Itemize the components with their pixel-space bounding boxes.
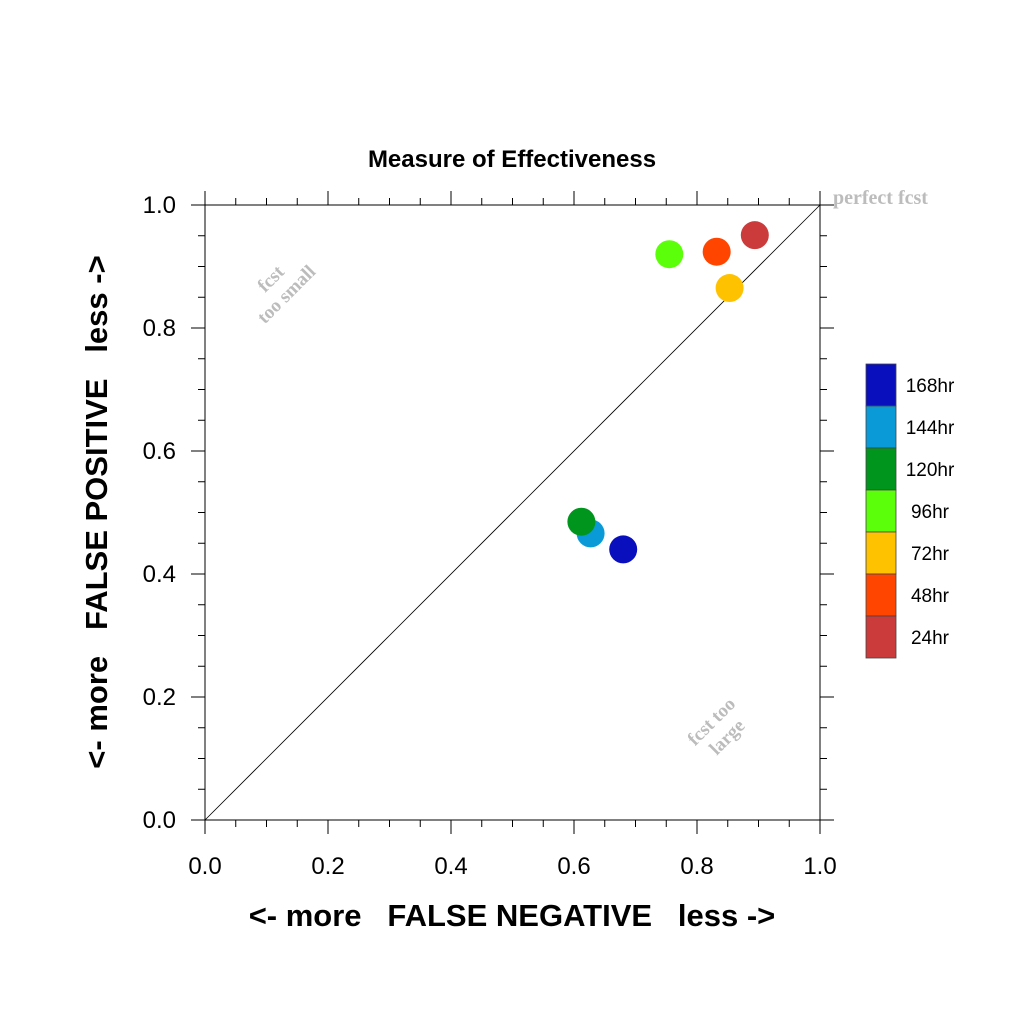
- point-168hr: [609, 535, 638, 564]
- y-tick-label: 1.0: [143, 192, 176, 219]
- legend-swatch-96hr: [865, 489, 897, 533]
- legend-swatch-120hr: [865, 447, 897, 491]
- legend-label-168hr: 168hr: [906, 376, 955, 397]
- point-96hr: [655, 240, 684, 269]
- point-48hr: [702, 237, 731, 266]
- legend-swatch-72hr: [865, 531, 897, 575]
- point-72hr: [715, 274, 744, 303]
- data-points: [567, 221, 769, 564]
- legend-swatch-48hr: [865, 573, 897, 617]
- x-tick-label: 1.0: [803, 853, 836, 880]
- chart-title: Measure of Effectiveness: [368, 146, 656, 173]
- legend-label-120hr: 120hr: [906, 460, 955, 481]
- legend-swatch-24hr: [865, 615, 897, 659]
- x-tick-label: 0.4: [434, 853, 467, 880]
- point-24hr: [740, 221, 769, 250]
- y-tick-label: 0.4: [143, 561, 176, 588]
- legend-label-96hr: 96hr: [911, 502, 950, 523]
- legend-swatch-144hr: [865, 405, 897, 449]
- perfect-forecast-annotation: perfect fcst: [833, 187, 928, 209]
- x-tick-label: 0.8: [680, 853, 713, 880]
- axis-ticks: [191, 191, 834, 834]
- x-tick-label: 0.0: [188, 853, 221, 880]
- y-tick-labels: 0.0 0.2 0.4 0.6 0.8 1.0: [143, 192, 176, 834]
- y-tick-label: 0.6: [143, 438, 176, 465]
- too-large-annotation: fcst too large: [684, 694, 750, 760]
- legend-label-144hr: 144hr: [906, 418, 955, 439]
- legend: 168hr 144hr 120hr 96hr 72hr 48hr 24hr: [865, 363, 955, 659]
- point-120hr: [567, 507, 596, 536]
- y-tick-label: 0.8: [143, 315, 176, 342]
- perfect-forecast-diagonal: [204, 204, 821, 821]
- y-tick-label: 0.2: [143, 684, 176, 711]
- legend-swatch-168hr: [865, 363, 897, 407]
- y-axis-label: <- more FALSE POSITIVE less ->: [79, 255, 114, 768]
- legend-label-24hr: 24hr: [911, 628, 950, 649]
- legend-label-72hr: 72hr: [911, 544, 950, 565]
- x-tick-label: 0.2: [311, 853, 344, 880]
- x-tick-labels: 0.0 0.2 0.4 0.6 0.8 1.0: [188, 853, 836, 880]
- x-tick-label: 0.6: [557, 853, 590, 880]
- too-small-annotation: fcst too small: [253, 261, 320, 328]
- x-axis-label: <- more FALSE NEGATIVE less ->: [249, 898, 776, 933]
- y-tick-label: 0.0: [143, 807, 176, 834]
- legend-label-48hr: 48hr: [911, 586, 950, 607]
